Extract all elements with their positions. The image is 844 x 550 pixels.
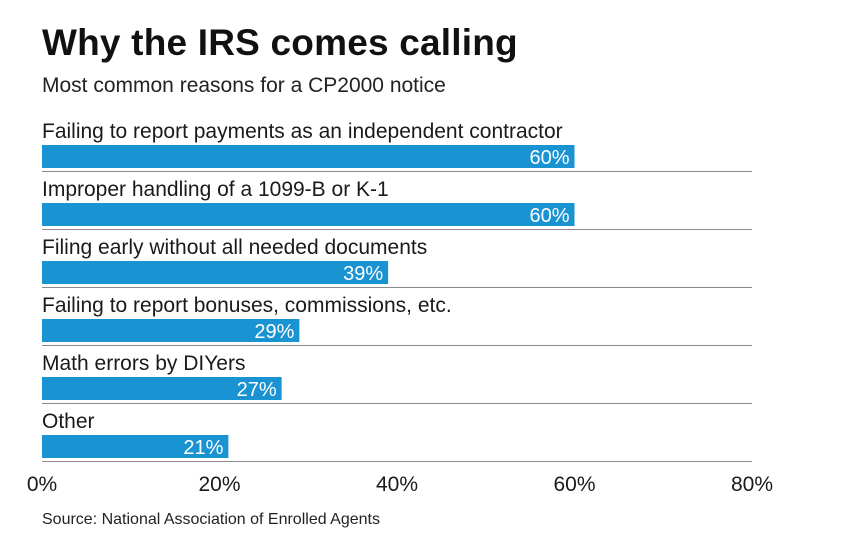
bar-value-label: 21% <box>183 437 223 459</box>
chart-title: Why the IRS comes calling <box>42 22 518 63</box>
bar <box>42 319 300 342</box>
x-tick-label: 60% <box>553 473 595 496</box>
category-label: Other <box>42 410 95 433</box>
bar <box>42 435 229 458</box>
bar-chart: Failing to report payments as an indepen… <box>27 120 773 496</box>
bar-value-label: 39% <box>343 263 383 285</box>
source-note: Source: National Association of Enrolled… <box>42 511 380 528</box>
bar <box>42 377 282 400</box>
category-label: Improper handling of a 1099-B or K-1 <box>42 178 389 201</box>
bar-value-label: 29% <box>254 321 294 343</box>
bar-value-label: 60% <box>529 147 569 169</box>
category-label: Math errors by DIYers <box>42 352 245 375</box>
bar-value-label: 27% <box>237 379 277 401</box>
category-label: Failing to report bonuses, commissions, … <box>42 294 452 317</box>
x-tick-label: 0% <box>27 473 57 496</box>
bar <box>42 145 575 168</box>
category-label: Filing early without all needed document… <box>42 236 427 259</box>
x-tick-label: 20% <box>198 473 240 496</box>
bar <box>42 203 575 226</box>
bar-value-label: 60% <box>529 205 569 227</box>
x-tick-label: 40% <box>376 473 418 496</box>
x-tick-label: 80% <box>731 473 773 496</box>
chart-subtitle: Most common reasons for a CP2000 notice <box>42 74 446 97</box>
bar <box>42 261 389 284</box>
category-label: Failing to report payments as an indepen… <box>42 120 563 143</box>
